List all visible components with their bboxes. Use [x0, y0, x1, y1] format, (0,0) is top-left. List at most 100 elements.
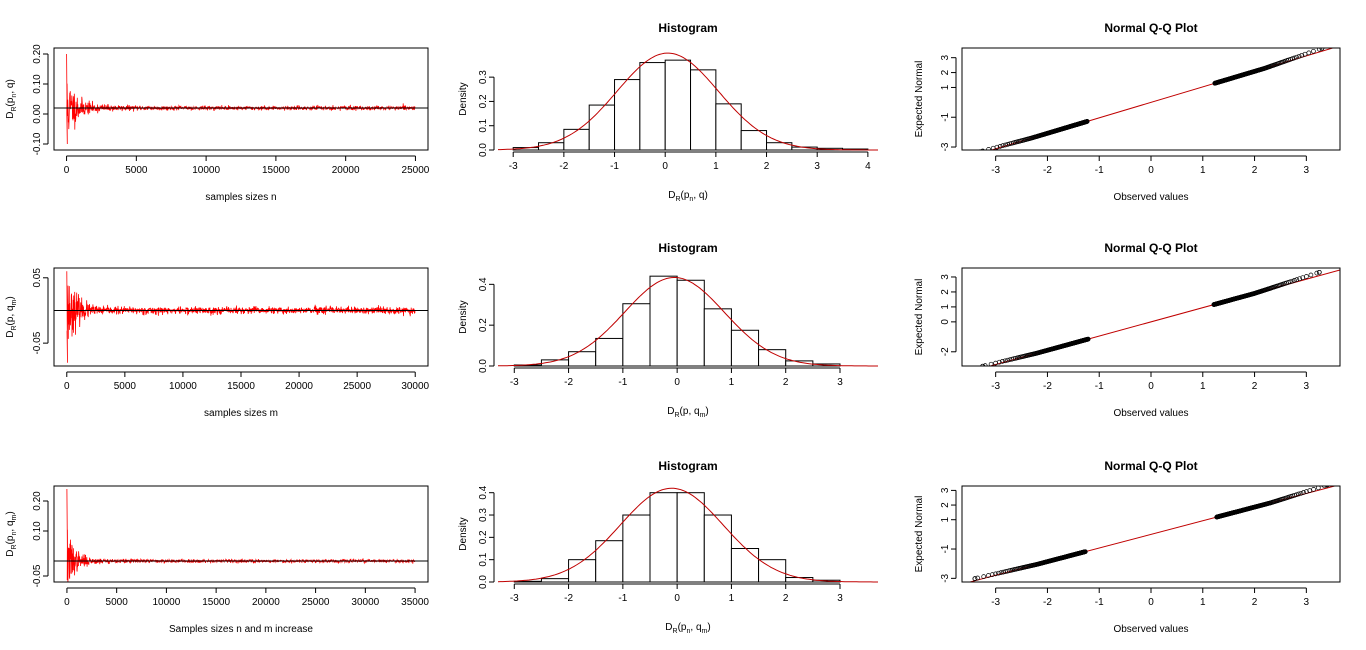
r3c1-x-tick-label: 15000 — [202, 597, 230, 608]
r2c1-x-tick-label: 0 — [64, 381, 70, 392]
r2c2-histogram-bar — [703, 308, 732, 367]
r1c3-x-tick-label: -3 — [991, 165, 1000, 176]
r2c2-y-axis-label: Density — [458, 300, 469, 333]
r2c3-y-tick-label: 1 — [940, 304, 951, 310]
r2c3-y-axis-label: Expected Normal — [914, 279, 925, 356]
r1c1-y-tick-label: 0.10 — [32, 74, 43, 94]
r1c1-x-tick-label: 15000 — [262, 165, 290, 176]
r2c3-qq-point — [1294, 277, 1300, 282]
r2c3-qq-point — [1011, 356, 1017, 362]
r2c2-y-tick-label: 0.4 — [478, 277, 489, 291]
r3c2-x-axis-label: DR(pn, qm) — [665, 622, 710, 635]
r1c1-y-tick-label: 0.00 — [32, 104, 43, 124]
r3c1-y-tick-label: 0.20 — [32, 491, 43, 511]
r3c3-qq-point — [1292, 492, 1297, 498]
r1c2-histogram-bar — [664, 59, 692, 151]
r3c2-x-tick-label: 3 — [837, 593, 843, 604]
r3c2-y-axis-label: Density — [458, 517, 469, 550]
r1c2-x-tick-label: -2 — [559, 161, 568, 172]
r2c3-x-axis-label: Observed values — [1113, 408, 1188, 419]
r2c1-x-tick-label: 30000 — [401, 381, 429, 392]
r1c1-x-tick-label: 10000 — [192, 165, 220, 176]
r2c3-qq-point — [1314, 270, 1320, 276]
r1c3-qq-point — [994, 144, 1000, 150]
r2c2-x-tick-label: 1 — [729, 377, 735, 388]
r3c1-x-tick-label: 10000 — [152, 597, 180, 608]
r2c2-histogram-bar — [622, 303, 651, 367]
r1c2-y-tick-label: 0.1 — [478, 118, 489, 132]
r2c1-plot-frame — [53, 267, 429, 367]
r3c3-qq-point — [1322, 486, 1327, 489]
r3c2-x-tick-label: -3 — [510, 593, 519, 604]
r3c1-x-tick-label: 30000 — [351, 597, 379, 608]
r3c2-histogram-bar — [595, 540, 624, 583]
r3c2-y-tick-label: 0.0 — [478, 575, 489, 589]
r1c1-x-axis-label: samples sizes n — [205, 192, 276, 203]
r2c2-panel: Histogram -3 -2 -1 0 1 2 3 0.0 0.2 0.4 DR(p, qm) Den… — [458, 241, 878, 419]
r3c2-x-tick-label: 2 — [783, 593, 789, 604]
r3c3-panel: Normal Q-Q Plot -3 -2 -1 0 1 2 3 -3 -1 1 2 3 Observed… — [914, 459, 1341, 635]
r3c1-series-line — [66, 488, 416, 582]
r3c1-x-tick-label: 35000 — [401, 597, 429, 608]
r1c3-qq-point — [1009, 140, 1014, 146]
r3c2-histogram-bar — [676, 492, 705, 583]
r1c1-x-tick-label: 0 — [64, 165, 70, 176]
r1c1-plot-frame — [53, 47, 429, 151]
r3c1-panel: 0 5000 10000 15000 20000 25000 30000 35000 -0.05… — [5, 485, 429, 635]
r1c3-x-tick-label: -2 — [1043, 165, 1052, 176]
r1c2-title: Histogram — [658, 21, 717, 35]
r2c3-qq-point — [1316, 269, 1322, 275]
r3c2-y-tick-label: 0.2 — [478, 530, 489, 544]
r1c2-x-tick-label: 2 — [764, 161, 770, 172]
r1c2-histogram-bar — [538, 142, 565, 151]
r3c3-qq-point — [981, 574, 987, 579]
r1c3-x-tick-label: 1 — [1200, 165, 1206, 176]
r1c3-qq-point — [1316, 48, 1322, 52]
r1c3-qq-point — [1289, 56, 1295, 62]
r2c1-y-axis-label: DR(p, qm) — [5, 296, 18, 338]
r2c1-x-axis-label: samples sizes m — [204, 408, 278, 419]
r2c1-panel: 0 5000 10000 15000 20000 25000 30000 -0.05 0.05 s… — [5, 267, 430, 419]
r3c3-x-tick-label: 1 — [1200, 597, 1206, 608]
r3c3-y-tick-label: 2 — [940, 502, 951, 508]
r1c1-x-tick-label: 20000 — [332, 165, 360, 176]
r2c2-histogram-bar — [785, 360, 814, 367]
r3c2-histogram-bar — [730, 548, 760, 583]
r3c3-y-tick-label: -3 — [940, 573, 951, 582]
r1c3-qq-point — [986, 147, 991, 150]
r1c3-y-axis-label: Expected Normal — [914, 61, 925, 138]
r1c3-x-tick-label: 3 — [1304, 165, 1310, 176]
r3c2-histogram-bar — [513, 580, 542, 583]
r1c2-x-tick-label: 0 — [662, 161, 668, 172]
r3c3-y-axis-label: Expected Normal — [914, 496, 925, 573]
r2c3-x-tick-label: -3 — [991, 381, 1000, 392]
r1c3-qq-point — [1311, 48, 1316, 54]
r1c2-x-tick-label: 1 — [713, 161, 719, 172]
r2c3-qq-point — [1289, 278, 1295, 284]
r1c3-qq-point — [1084, 119, 1090, 124]
r1c3-y-tick-label: 3 — [940, 54, 951, 60]
r3c3-qq-point — [1315, 486, 1321, 491]
r2c1-y-tick-label: -0.05 — [32, 331, 43, 354]
r1c1-y-axis-label: DR(pn, q) — [5, 79, 18, 119]
r2c1-y-tick-label: 0.05 — [32, 268, 43, 288]
r3c2-x-tick-label: -1 — [618, 593, 627, 604]
r3c2-density-curve — [497, 487, 878, 583]
r1c2-histogram-bar — [639, 62, 666, 151]
r3c3-y-tick-label: 3 — [940, 487, 951, 493]
r1c3-qq-point — [997, 144, 1003, 149]
r2c3-qq-point — [1085, 336, 1091, 342]
r3c3-qq-point — [996, 570, 1001, 576]
r1c2-histogram-bar — [563, 128, 590, 151]
r1c2-x-tick-label: -1 — [610, 161, 619, 172]
r1c2-histogram-bar — [690, 69, 717, 151]
r1c2-y-tick-label: 0.3 — [478, 70, 489, 84]
r2c2-x-tick-label: -3 — [510, 377, 519, 388]
r1c2-x-tick-label: -3 — [509, 161, 518, 172]
r3c3-qq-point — [975, 575, 980, 581]
r1c2-histogram-bar — [740, 130, 768, 151]
r3c3-qq-point — [1311, 487, 1316, 492]
r2c3-y-tick-label: 0 — [940, 319, 951, 325]
r3c1-x-tick-label: 0 — [64, 597, 70, 608]
